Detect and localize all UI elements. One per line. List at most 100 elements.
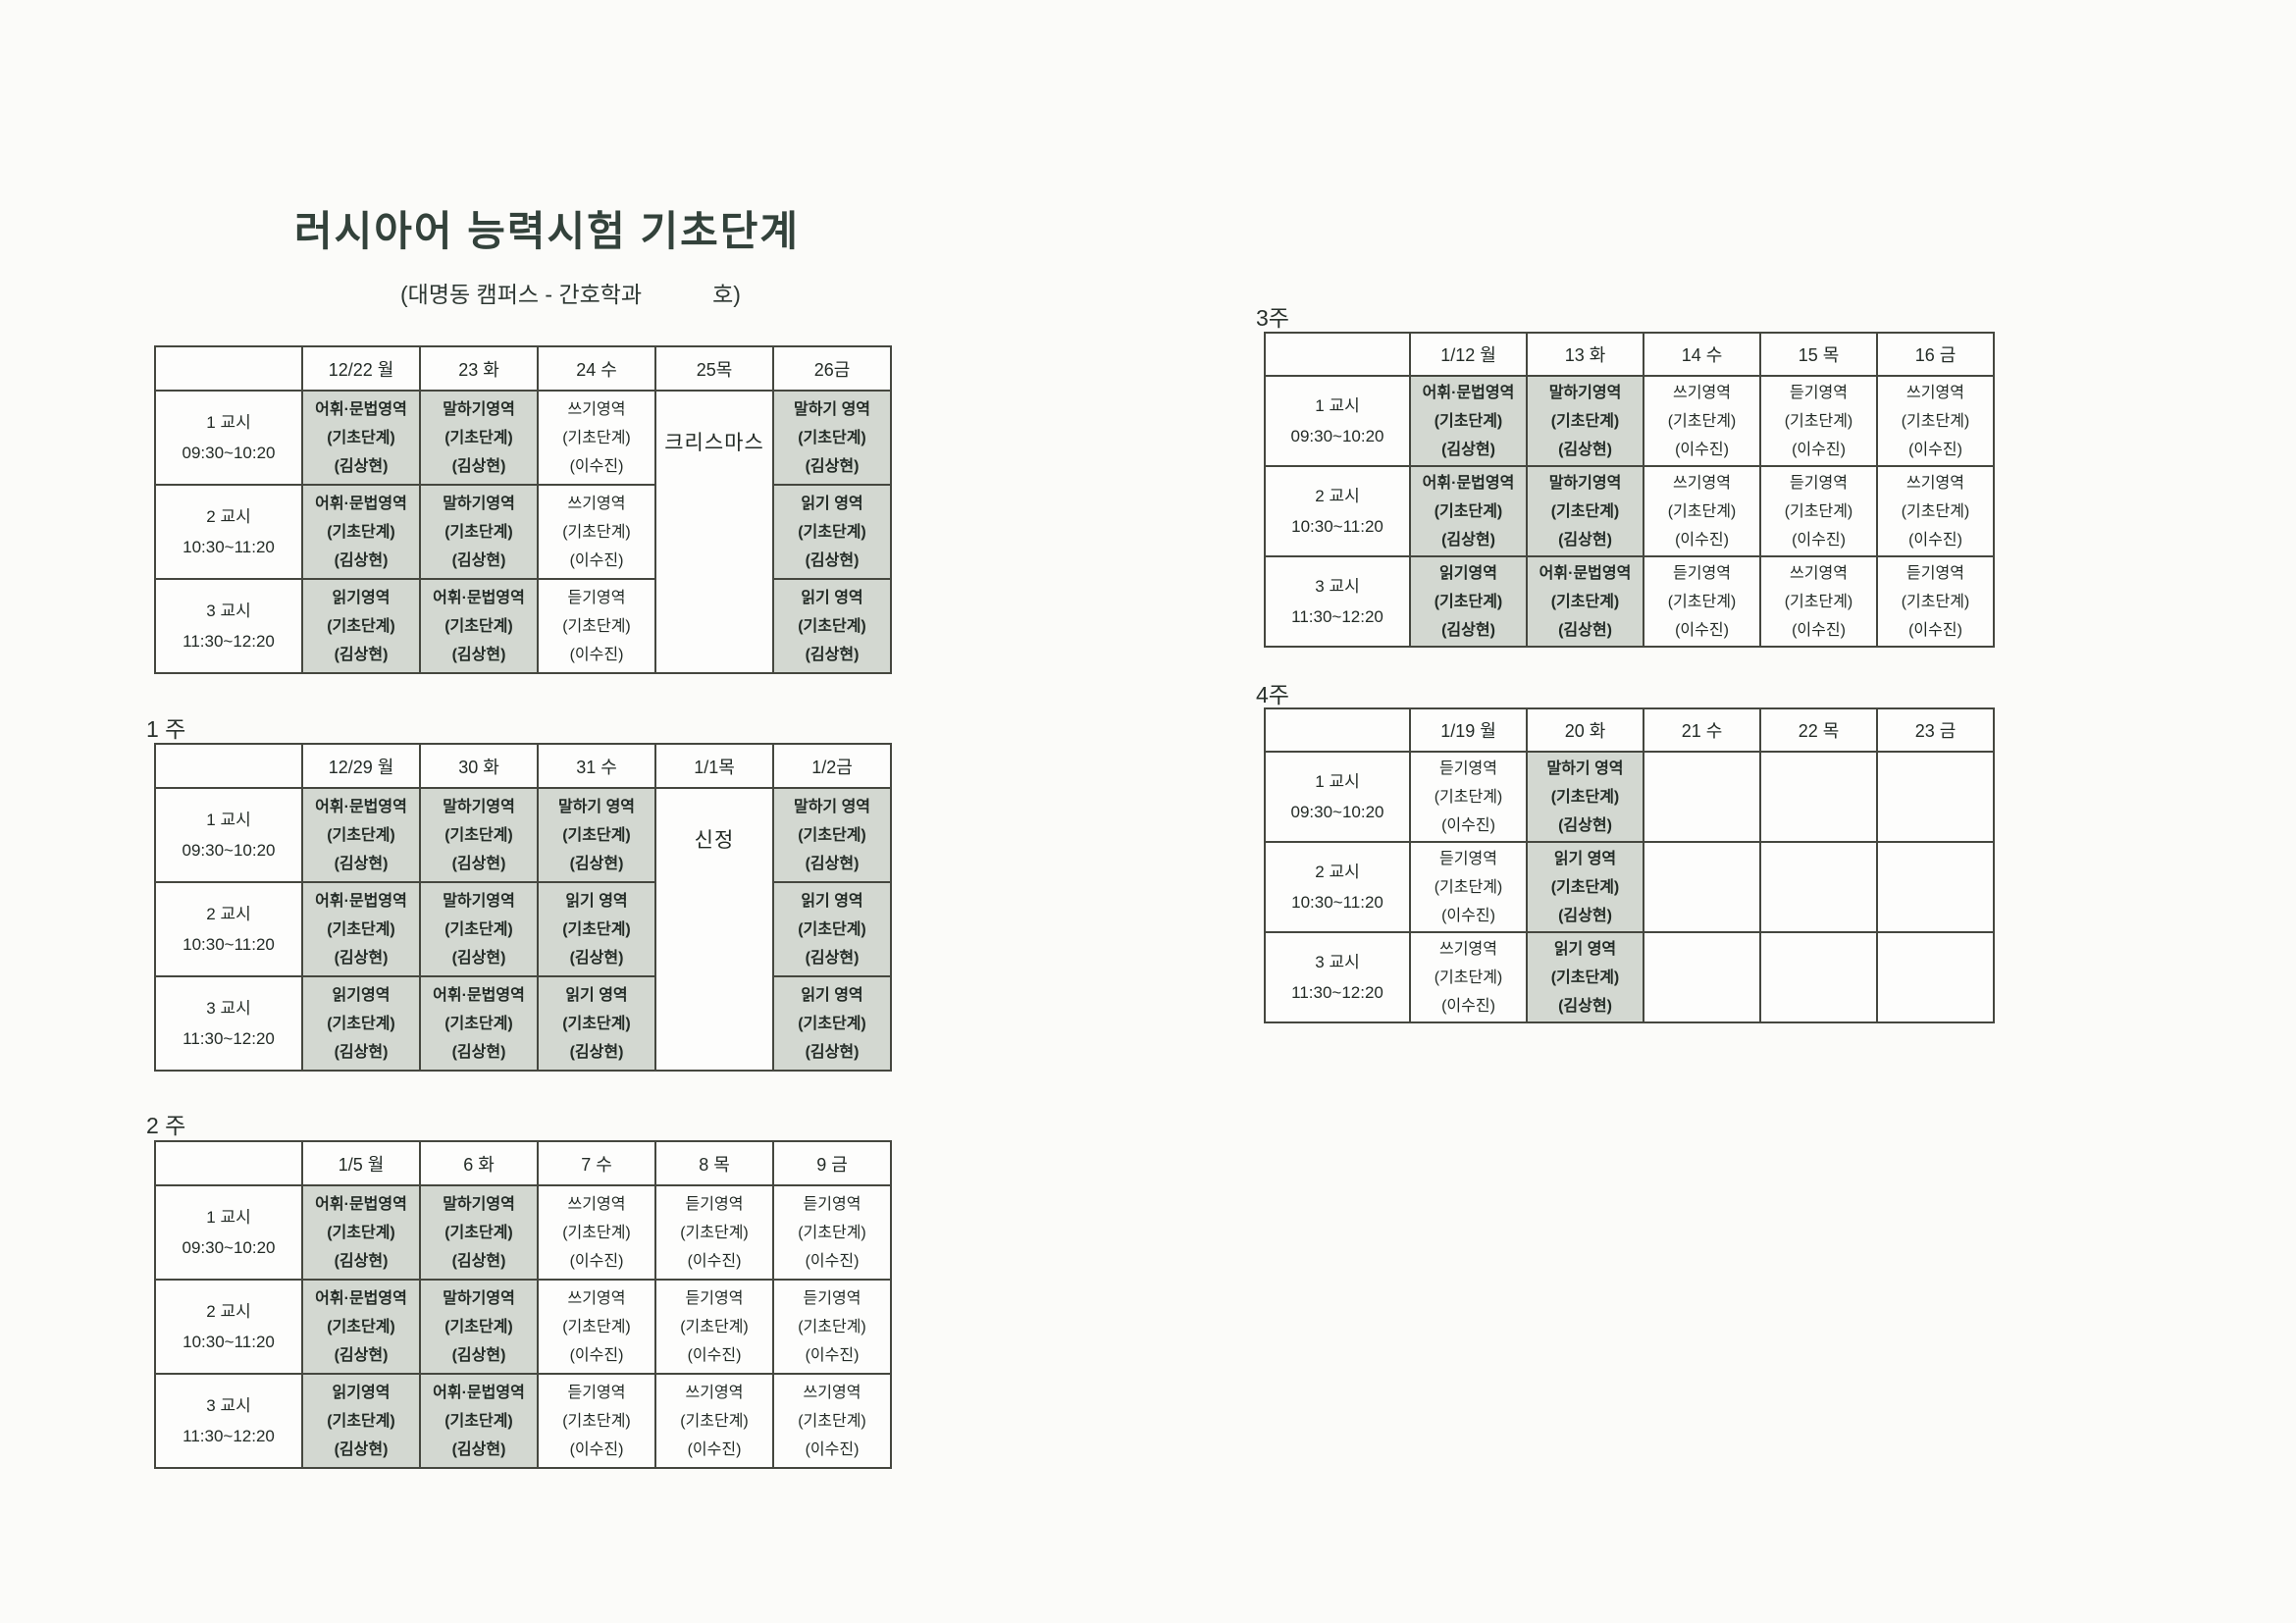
- class-subject: 읽기 영역: [801, 495, 863, 512]
- class-subject: 듣기영역: [1906, 564, 1964, 582]
- class-level: (기초단계): [444, 523, 513, 541]
- class-cell: 어휘·문법영역 (기초단계) (김상현): [1526, 555, 1644, 648]
- period-time: 09:30~10:20: [182, 841, 276, 860]
- class-level: (기초단계): [444, 826, 513, 844]
- class-teacher: (이수진): [1441, 997, 1495, 1015]
- class-subject: 어휘·문법영역: [1539, 564, 1632, 582]
- class-subject: 듣기영역: [685, 1289, 744, 1307]
- day-header-cell: 30 화: [419, 743, 539, 789]
- class-level: (기초단계): [1784, 412, 1853, 430]
- period-cell: 1 교시 09:30~10:20: [154, 1184, 303, 1281]
- class-subject: 듣기영역: [803, 1289, 861, 1307]
- class-level: (기초단계): [327, 523, 395, 541]
- day-header-cell: 9 금: [772, 1140, 892, 1186]
- document-subtitle: (대명동 캠퍼스 - 간호학과 호): [400, 276, 741, 309]
- class-teacher: (이수진): [569, 1346, 624, 1364]
- class-level: (기초단계): [1784, 502, 1853, 520]
- class-subject: 듣기영역: [567, 1384, 626, 1401]
- period-time: 09:30~10:20: [182, 1238, 276, 1257]
- class-level: (기초단계): [327, 1224, 395, 1241]
- class-cell: 말하기영역 (기초단계) (김상현): [419, 1184, 539, 1281]
- day-header-cell: 1/12 월: [1409, 332, 1528, 377]
- class-subject: 어휘·문법영역: [1422, 474, 1515, 492]
- class-cell: 읽기영역 (기초단계) (김상현): [301, 1373, 421, 1469]
- day-header-cell: 14 수: [1643, 332, 1761, 377]
- period-time: 11:30~12:20: [183, 1029, 275, 1048]
- period-time: 10:30~11:20: [1291, 893, 1383, 912]
- day-header-cell: 13 화: [1526, 332, 1644, 377]
- period-name: 2 교시: [206, 507, 251, 526]
- period-cell: 3 교시 11:30~12:20: [1264, 555, 1411, 648]
- class-cell: 말하기영역 (기초단계) (김상현): [1526, 465, 1644, 557]
- period-cell: 3 교시 11:30~12:20: [154, 1373, 303, 1469]
- period-cell: 1 교시 09:30~10:20: [1264, 375, 1411, 467]
- week-label: 1 주: [146, 716, 186, 742]
- class-subject: 읽기 영역: [801, 986, 863, 1004]
- class-level: (기초단계): [680, 1412, 749, 1430]
- class-teacher: (김상현): [805, 457, 860, 475]
- corner-cell: [154, 1140, 303, 1186]
- class-cell: 읽기 영역 (기초단계) (김상현): [772, 975, 892, 1072]
- class-level: (기초단계): [562, 1318, 631, 1335]
- class-cell: 쓰기영역 (기초단계) (이수진): [1409, 931, 1528, 1023]
- class-cell: 읽기영역 (기초단계) (김상현): [1409, 555, 1528, 648]
- class-teacher: (김상현): [569, 855, 624, 872]
- class-level: (기초단계): [1667, 593, 1737, 610]
- class-teacher: (이수진): [687, 1252, 742, 1270]
- class-teacher: (이수진): [805, 1440, 860, 1458]
- class-cell: 듣기영역 (기초단계) (이수진): [537, 1373, 656, 1469]
- week-timetable: 1/19 월 20 화 21 수 22 목 23 금 1 교시 09:30~10:20 듣기영…: [1264, 707, 1995, 1023]
- class-teacher: (김상현): [1558, 816, 1612, 834]
- holiday-cell: 신정: [654, 787, 774, 1072]
- class-cell: 어휘·문법영역 (기초단계) (김상현): [1409, 375, 1528, 467]
- day-header-cell: 20 화: [1526, 707, 1644, 753]
- class-subject: 읽기 영역: [1553, 850, 1617, 867]
- class-subject: 읽기영역: [332, 986, 391, 1004]
- period-cell: 1 교시 09:30~10:20: [154, 390, 303, 486]
- class-level: (기초단계): [1434, 593, 1503, 610]
- class-subject: 어휘·문법영역: [433, 589, 525, 606]
- class-subject: 말하기영역: [443, 798, 515, 815]
- class-cell: 듣기영역 (기초단계) (이수진): [1876, 555, 1995, 648]
- period-cell: 2 교시 10:30~11:20: [154, 1279, 303, 1375]
- period-cell: 3 교시 11:30~12:20: [1264, 931, 1411, 1023]
- class-cell: 듣기영역 (기초단계) (이수진): [1409, 751, 1528, 843]
- class-level: (기초단계): [680, 1224, 749, 1241]
- holiday-cell: 크리스마스: [654, 390, 774, 674]
- period-name: 3 교시: [206, 1396, 251, 1415]
- class-teacher: (김상현): [1558, 907, 1612, 924]
- class-level: (기초단계): [1550, 788, 1620, 806]
- class-cell: 어휘·문법영역 (기초단계) (김상현): [301, 787, 421, 883]
- class-level: (기초단계): [798, 1224, 866, 1241]
- class-cell: 듣기영역 (기초단계) (이수진): [654, 1184, 774, 1281]
- period-time: 10:30~11:20: [1291, 517, 1383, 536]
- class-teacher: (이수진): [1908, 531, 1962, 549]
- class-teacher: (이수진): [1675, 441, 1729, 458]
- class-subject: 읽기영역: [332, 1384, 391, 1401]
- empty-cell: [1643, 751, 1761, 843]
- class-cell: 어휘·문법영역 (기초단계) (김상현): [301, 390, 421, 486]
- class-cell: 쓰기영역 (기초단계) (이수진): [1643, 375, 1761, 467]
- class-level: (기초단계): [444, 1224, 513, 1241]
- class-level: (기초단계): [798, 1015, 866, 1032]
- class-level: (기초단계): [1784, 593, 1853, 610]
- class-cell: 어휘·문법영역 (기초단계) (김상현): [301, 1279, 421, 1375]
- period-name: 1 교시: [206, 811, 251, 829]
- subtitle-campus-text: (대명동 캠퍼스 - 간호학과: [400, 282, 643, 307]
- class-cell: 말하기 영역 (기초단계) (김상현): [1526, 751, 1644, 843]
- class-level: (기초단계): [444, 1318, 513, 1335]
- class-cell: 쓰기영역 (기초단계) (이수진): [537, 1279, 656, 1375]
- class-teacher: (김상현): [1558, 441, 1612, 458]
- class-teacher: (김상현): [805, 1043, 860, 1061]
- class-level: (기초단계): [1550, 969, 1620, 986]
- period-name: 3 교시: [1315, 953, 1360, 971]
- class-cell: 말하기 영역 (기초단계) (김상현): [772, 787, 892, 883]
- document-title: 러시아어 능력시험 기초단계: [294, 208, 801, 254]
- day-header-cell: 26금: [772, 345, 892, 392]
- class-subject: 말하기영역: [443, 1289, 515, 1307]
- period-cell: 1 교시 09:30~10:20: [1264, 751, 1411, 843]
- period-name: 1 교시: [206, 1208, 251, 1227]
- period-cell: 2 교시 10:30~11:20: [154, 881, 303, 977]
- class-teacher: (김상현): [1441, 441, 1495, 458]
- class-level: (기초단계): [444, 1015, 513, 1032]
